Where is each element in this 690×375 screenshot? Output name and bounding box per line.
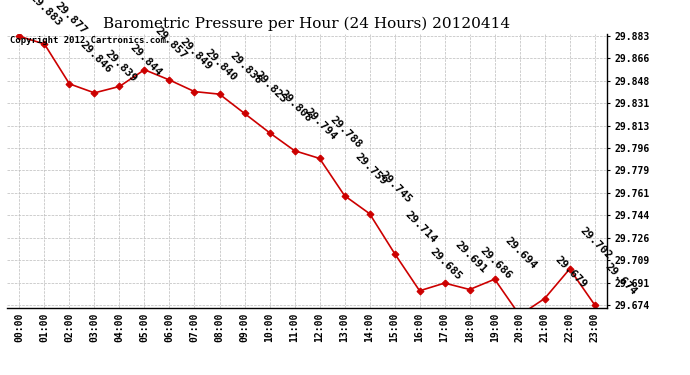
- Text: 29.883: 29.883: [28, 0, 63, 28]
- Text: 29.838: 29.838: [228, 50, 264, 86]
- Text: 29.759: 29.759: [353, 152, 388, 188]
- Text: 29.674: 29.674: [603, 261, 639, 297]
- Text: 29.788: 29.788: [328, 114, 364, 150]
- Title: Barometric Pressure per Hour (24 Hours) 20120414: Barometric Pressure per Hour (24 Hours) …: [104, 17, 511, 31]
- Text: 29.808: 29.808: [278, 88, 313, 125]
- Text: 29.714: 29.714: [403, 210, 439, 245]
- Text: 29.702: 29.702: [578, 225, 613, 261]
- Text: 29.857: 29.857: [152, 26, 188, 62]
- Text: 29.745: 29.745: [378, 170, 413, 206]
- Text: 29.686: 29.686: [478, 246, 513, 281]
- Text: 29.844: 29.844: [128, 42, 164, 78]
- Text: 29.666: 29.666: [0, 374, 1, 375]
- Text: 29.794: 29.794: [303, 106, 339, 142]
- Text: 29.679: 29.679: [553, 255, 589, 290]
- Text: 29.846: 29.846: [78, 40, 113, 75]
- Text: Copyright 2012 Cartronics.com: Copyright 2012 Cartronics.com: [10, 36, 166, 45]
- Text: 29.823: 29.823: [253, 69, 288, 105]
- Text: 29.840: 29.840: [203, 48, 239, 83]
- Text: 29.849: 29.849: [178, 36, 213, 72]
- Text: 29.694: 29.694: [503, 235, 539, 271]
- Text: 29.685: 29.685: [428, 247, 464, 282]
- Text: 29.839: 29.839: [103, 49, 139, 84]
- Text: 29.691: 29.691: [453, 239, 489, 275]
- Text: 29.877: 29.877: [52, 0, 88, 36]
